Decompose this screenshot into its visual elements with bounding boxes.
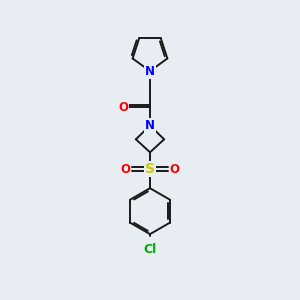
Text: S: S — [145, 162, 155, 176]
Text: N: N — [145, 64, 155, 78]
Text: Cl: Cl — [143, 243, 157, 256]
Text: N: N — [145, 119, 155, 132]
Text: O: O — [120, 163, 130, 176]
Text: O: O — [118, 101, 128, 114]
Text: O: O — [170, 163, 180, 176]
